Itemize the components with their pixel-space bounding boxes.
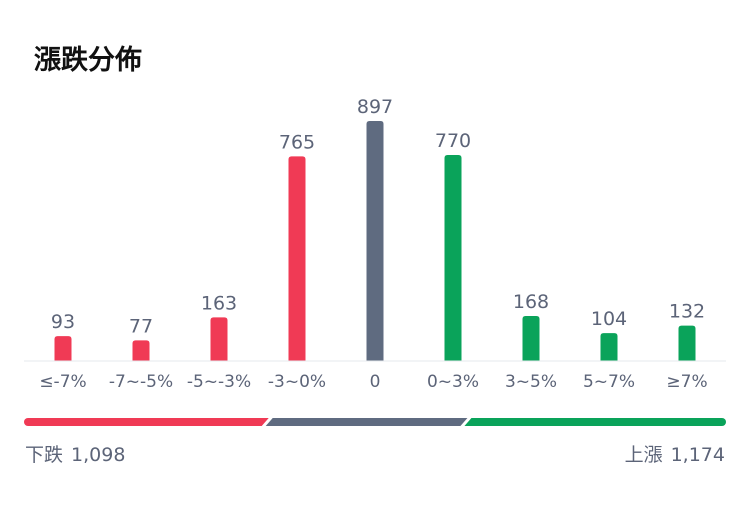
down-summary: 下跌 1,098 bbox=[25, 440, 125, 467]
bar-5 bbox=[444, 154, 462, 361]
x-tick-label-5: 0~3% bbox=[427, 372, 479, 392]
ratio-segment-down bbox=[24, 418, 269, 426]
bar-group-1: 77 -7~-5% bbox=[109, 315, 173, 392]
bar-value-label-0: 93 bbox=[51, 311, 75, 333]
bar-7 bbox=[600, 333, 618, 361]
bar-6 bbox=[522, 316, 540, 361]
x-tick-label-1: -7~-5% bbox=[109, 372, 173, 392]
up-summary-label: 上漲 bbox=[624, 444, 663, 466]
bar-value-label-7: 104 bbox=[591, 308, 627, 330]
bar-8 bbox=[678, 325, 696, 361]
bar-group-3: 765 -3~0% bbox=[268, 131, 326, 392]
bar-group-6: 168 3~5% bbox=[505, 291, 557, 392]
x-tick-label-7: 5~7% bbox=[583, 372, 635, 392]
bar-value-label-8: 132 bbox=[669, 301, 705, 323]
x-tick-label-8: ≥7% bbox=[666, 372, 707, 392]
ratio-segment-up bbox=[464, 418, 726, 426]
ratio-segment-flat bbox=[265, 418, 468, 426]
bar-4 bbox=[366, 121, 384, 361]
x-tick-label-2: -5~-3% bbox=[187, 372, 251, 392]
bar-value-label-2: 163 bbox=[201, 292, 237, 314]
ratio-bar bbox=[24, 418, 726, 426]
x-tick-label-6: 3~5% bbox=[505, 372, 557, 392]
bar-value-label-1: 77 bbox=[129, 315, 153, 337]
bar-group-2: 163 -5~-3% bbox=[187, 292, 251, 392]
bar-value-label-6: 168 bbox=[513, 291, 549, 313]
x-tick-label-0: ≤-7% bbox=[39, 372, 86, 392]
bar-group-7: 104 5~7% bbox=[583, 308, 635, 392]
bar-group-5: 770 0~3% bbox=[427, 130, 479, 392]
bar-group-4: 897 0 bbox=[357, 96, 393, 392]
bar-value-label-5: 770 bbox=[435, 130, 471, 152]
bar-group-0: 93 ≤-7% bbox=[39, 311, 86, 392]
x-tick-label-3: -3~0% bbox=[268, 372, 326, 392]
bar-value-label-3: 765 bbox=[279, 131, 315, 153]
bar-group-8: 132 ≥7% bbox=[666, 301, 707, 392]
bar-1 bbox=[132, 340, 150, 361]
down-summary-total: 1,098 bbox=[71, 444, 126, 466]
up-summary: 上漲 1,174 bbox=[625, 440, 725, 467]
bar-2 bbox=[210, 317, 228, 361]
x-tick-label-4: 0 bbox=[370, 372, 381, 392]
down-summary-label: 下跌 bbox=[25, 444, 64, 466]
up-summary-total: 1,174 bbox=[670, 444, 725, 466]
chart-title: 漲跌分佈 bbox=[34, 45, 142, 76]
bar-3 bbox=[288, 156, 306, 361]
bar-value-label-4: 897 bbox=[357, 96, 393, 118]
bar-0 bbox=[54, 336, 72, 361]
